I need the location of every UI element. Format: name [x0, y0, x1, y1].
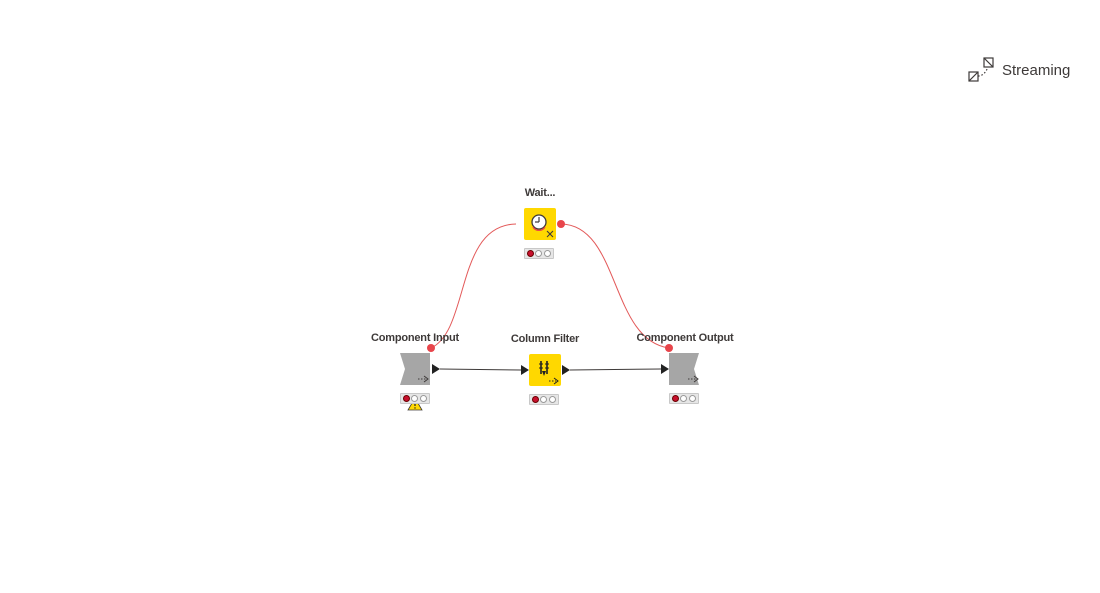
flow-port-wait-out[interactable] [557, 220, 565, 228]
data-connection-input-to-filter[interactable] [439, 368, 522, 371]
node-label-wait[interactable]: Wait... [524, 187, 556, 199]
node-component-output[interactable] [661, 344, 699, 385]
status-light-yellow [680, 395, 688, 402]
status-light-green [689, 395, 697, 402]
data-port-filter-out[interactable] [562, 365, 570, 375]
node-label-component-output[interactable]: Component Output [636, 332, 734, 344]
node-status-wait [524, 248, 554, 259]
node-label-component-input[interactable]: Component Input [370, 332, 460, 344]
streaming-icon [968, 57, 994, 82]
data-port-output-in[interactable] [661, 364, 669, 374]
column-filter-icon [539, 361, 559, 385]
node-status-component-input [400, 393, 430, 404]
data-port-filter-in[interactable] [521, 365, 529, 375]
status-light-green [544, 250, 552, 257]
node-status-column-filter [529, 394, 559, 405]
component-output-icon [688, 375, 699, 383]
streaming-toggle[interactable]: Streaming [966, 56, 1070, 84]
data-connection-filter-to-output[interactable] [569, 368, 662, 371]
status-light-yellow [411, 395, 419, 402]
clock-icon [531, 214, 554, 238]
flow-connection-input-to-wait[interactable] [430, 223, 517, 349]
flow-port-output-in[interactable] [665, 344, 673, 352]
status-light-green [420, 395, 428, 402]
flow-port-input-out[interactable] [427, 344, 435, 352]
node-label-column-filter[interactable]: Column Filter [510, 333, 580, 345]
streaming-label: Streaming [1002, 61, 1071, 79]
status-light-red [531, 396, 539, 403]
status-light-yellow [540, 396, 548, 403]
data-port-input-out[interactable] [432, 364, 440, 374]
component-input-icon [418, 375, 429, 383]
status-light-red [671, 395, 679, 402]
status-light-red [526, 250, 534, 257]
node-status-component-output [669, 393, 699, 404]
status-light-green [549, 396, 557, 403]
status-light-yellow [535, 250, 543, 257]
node-column-filter[interactable] [521, 354, 570, 386]
node-component-input[interactable] [400, 344, 440, 385]
flow-connection-wait-to-output[interactable] [560, 223, 670, 349]
status-light-red [402, 395, 410, 402]
node-wait[interactable] [524, 208, 565, 240]
